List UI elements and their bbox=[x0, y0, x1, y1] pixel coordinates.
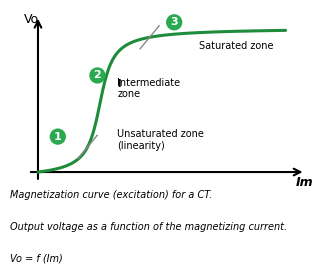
Text: Magnetization curve (excitation) for a CT.: Magnetization curve (excitation) for a C… bbox=[10, 190, 212, 200]
Text: Vo = f (Im): Vo = f (Im) bbox=[10, 253, 62, 263]
Text: Unsaturated zone
(linearity): Unsaturated zone (linearity) bbox=[117, 129, 204, 151]
Text: I: I bbox=[117, 79, 121, 89]
Text: 2: 2 bbox=[93, 70, 101, 80]
Text: Output voltage as a function of the magnetizing current.: Output voltage as a function of the magn… bbox=[10, 222, 287, 232]
Text: Saturated zone: Saturated zone bbox=[199, 41, 274, 51]
Text: Im: Im bbox=[295, 176, 313, 189]
Text: 3: 3 bbox=[170, 17, 178, 27]
Text: Vo: Vo bbox=[24, 13, 39, 26]
Text: Intermediate
zone: Intermediate zone bbox=[117, 78, 180, 99]
Text: 1: 1 bbox=[54, 132, 62, 142]
